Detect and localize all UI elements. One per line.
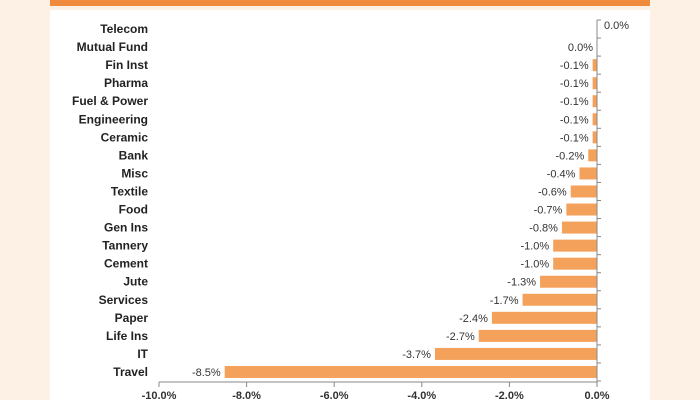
x-tick-label: -2.0% — [495, 390, 524, 400]
category-label: Travel — [113, 365, 148, 379]
x-tick-label: -4.0% — [407, 390, 436, 400]
data-label: -1.7% — [490, 295, 519, 307]
category-label: Tannery — [102, 239, 148, 253]
x-tick-label: 0.0% — [584, 390, 609, 400]
category-label: Pharma — [104, 76, 148, 90]
data-label: -0.1% — [560, 132, 589, 144]
x-tick-label: -8.0% — [232, 390, 261, 400]
category-label: IT — [137, 347, 148, 361]
bar — [592, 95, 597, 108]
data-label: -1.0% — [520, 241, 549, 253]
bar — [592, 59, 597, 72]
bar — [553, 257, 597, 270]
bar — [588, 149, 597, 162]
bar — [566, 203, 597, 216]
data-label: -0.8% — [529, 223, 558, 235]
category-label: Paper — [115, 311, 149, 325]
bar — [224, 365, 597, 378]
category-label: Misc — [121, 166, 148, 180]
data-label: -3.7% — [402, 349, 431, 361]
bar — [561, 221, 597, 234]
header-band — [50, 0, 650, 6]
bar — [592, 131, 597, 144]
category-label: Life Ins — [106, 329, 148, 343]
category-label: Mutual Fund — [77, 40, 148, 54]
category-label: Gen Ins — [104, 221, 148, 235]
data-label: 0.0% — [604, 20, 629, 32]
data-label: -1.0% — [520, 259, 549, 271]
data-label: -0.6% — [538, 186, 567, 198]
category-label: Cement — [104, 257, 148, 271]
category-label: Food — [119, 203, 148, 217]
category-label: Bank — [119, 148, 149, 162]
x-tick-label: -6.0% — [320, 390, 349, 400]
bar — [592, 77, 597, 90]
bar — [434, 347, 597, 360]
category-label: Jute — [123, 275, 148, 289]
bar — [592, 113, 597, 126]
bar — [570, 185, 597, 198]
bar — [522, 293, 597, 306]
x-tick-label: -10.0% — [142, 390, 177, 400]
data-label: -0.4% — [547, 168, 576, 180]
bar — [491, 311, 597, 324]
data-label: 0.0% — [568, 42, 593, 54]
bar — [478, 329, 597, 342]
data-label: -2.7% — [446, 331, 475, 343]
bar — [553, 239, 597, 252]
category-label: Fin Inst — [105, 58, 148, 72]
data-label: -0.2% — [555, 150, 584, 162]
category-label: Fuel & Power — [72, 94, 148, 108]
category-label: Services — [99, 293, 149, 307]
bar — [540, 275, 597, 288]
data-label: -2.4% — [459, 313, 488, 325]
data-label: -0.1% — [560, 60, 589, 72]
category-label: Ceramic — [101, 130, 149, 144]
category-label: Textile — [111, 184, 148, 198]
data-label: -8.5% — [192, 367, 221, 379]
data-label: -0.1% — [560, 114, 589, 126]
data-label: -0.1% — [560, 96, 589, 108]
bar — [579, 167, 597, 180]
data-label: -0.7% — [534, 205, 563, 217]
data-label: -1.3% — [507, 277, 536, 289]
data-label: -0.1% — [560, 78, 589, 90]
category-label: Engineering — [79, 112, 148, 126]
category-label: Telecom — [100, 22, 148, 36]
